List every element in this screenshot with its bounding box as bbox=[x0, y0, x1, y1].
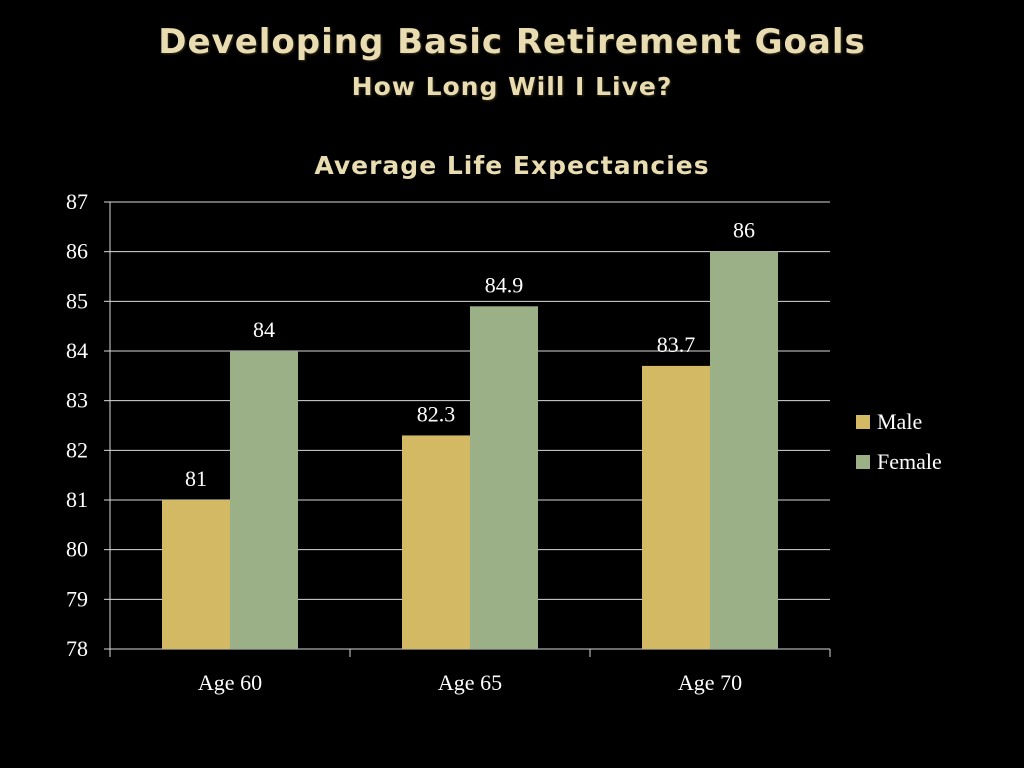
legend-swatch-female bbox=[856, 455, 870, 469]
slide-subtitle: How Long Will I Live? bbox=[351, 72, 673, 101]
y-tick-label: 79 bbox=[66, 586, 88, 611]
bars bbox=[162, 251, 778, 649]
y-tick-label: 78 bbox=[66, 636, 88, 661]
data-label: 82.3 bbox=[417, 401, 456, 426]
bar-male-age-65 bbox=[402, 435, 470, 649]
y-tick-label: 83 bbox=[66, 388, 88, 413]
x-category-label: Age 70 bbox=[678, 670, 742, 695]
y-tick-label: 87 bbox=[66, 189, 88, 214]
legend-label-female: Female bbox=[877, 449, 942, 474]
legend-label-male: Male bbox=[877, 409, 922, 434]
axes: 78 79 80 81 82 83 84 85 86 87 Age 60 Age 65 Age 70 bbox=[66, 189, 831, 695]
legend-swatch-male bbox=[856, 415, 870, 429]
data-labels: 81 84 82.3 84.9 83.7 86 bbox=[185, 218, 755, 491]
y-tick-label: 81 bbox=[66, 487, 88, 512]
data-label: 83.7 bbox=[657, 332, 696, 357]
bar-male-age-60 bbox=[162, 500, 230, 649]
x-category-label: Age 65 bbox=[438, 670, 502, 695]
y-tick-label: 84 bbox=[66, 338, 88, 363]
y-tick-label: 80 bbox=[66, 537, 88, 562]
data-label: 81 bbox=[185, 466, 207, 491]
bar-female-age-70 bbox=[710, 251, 778, 649]
chart-title: Average Life Expectancies bbox=[314, 151, 709, 180]
data-label: 84.9 bbox=[485, 272, 524, 297]
legend: Male Female bbox=[856, 409, 942, 474]
bar-female-age-65 bbox=[470, 306, 538, 649]
data-label: 86 bbox=[733, 218, 755, 243]
bar-male-age-70 bbox=[642, 365, 710, 649]
y-tick-label: 85 bbox=[66, 288, 88, 313]
y-tick-label: 82 bbox=[66, 437, 88, 462]
slide-title: Developing Basic Retirement Goals bbox=[158, 22, 866, 62]
x-category-label: Age 60 bbox=[198, 670, 262, 695]
y-tick-label: 86 bbox=[66, 239, 88, 264]
data-label: 84 bbox=[253, 317, 275, 342]
bar-female-age-60 bbox=[230, 351, 298, 649]
